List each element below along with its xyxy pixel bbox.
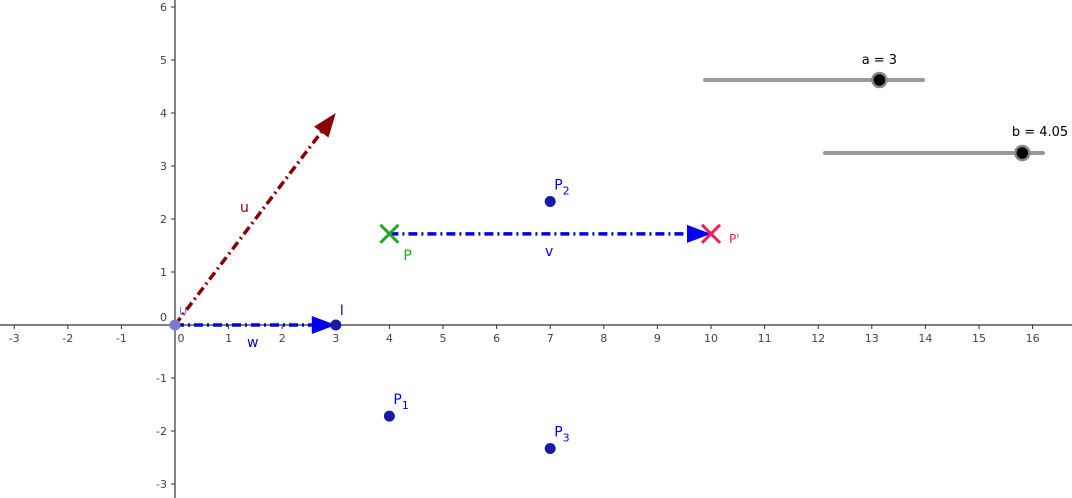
point-P1[interactable]: P1 [383, 392, 409, 422]
x-tick-label: 2 [279, 332, 286, 345]
vector-w-arrowhead[interactable] [311, 316, 336, 334]
point-P1-label: P1 [393, 392, 408, 412]
x-tick-label: 5 [440, 332, 447, 345]
x-tick-label: 8 [600, 332, 607, 345]
point-P2-dot[interactable] [544, 196, 556, 208]
x-tick-label: 15 [972, 332, 986, 345]
point-P3[interactable]: P3 [544, 424, 570, 454]
vector-u-line[interactable] [173, 131, 323, 327]
slider-b-knob[interactable] [1014, 144, 1031, 162]
slider-b-label: b = 4.05 [1012, 125, 1068, 140]
point-P2-label: P2 [554, 178, 569, 198]
x-tick-label: 13 [865, 332, 879, 345]
x-tick-label: 6 [493, 332, 500, 345]
y-tick-label: -1 [156, 372, 167, 385]
vector-v-arrowhead[interactable] [687, 224, 711, 243]
point-I[interactable]: I [330, 303, 344, 331]
y-tick-label: -3 [156, 478, 167, 491]
vector-u-label: u [240, 200, 249, 216]
x-tick-label: 9 [654, 332, 661, 345]
x-tick-label: 14 [918, 332, 932, 345]
x-tick-label: 4 [386, 332, 393, 345]
vector-u-arrowhead[interactable] [314, 113, 336, 138]
vector-w[interactable]: w [175, 316, 336, 351]
vector-w-label: w [247, 335, 258, 351]
y-tick-label: 2 [160, 213, 167, 226]
vector-v[interactable]: v [389, 224, 711, 260]
point-P-prime[interactable]: P' [700, 223, 740, 246]
point-I-dot[interactable] [330, 319, 342, 331]
point-P-cross[interactable] [379, 223, 400, 244]
x-tick-label: -2 [62, 332, 73, 345]
slider-a-label: a = 3 [862, 53, 897, 68]
x-tick-label: -3 [9, 332, 20, 345]
y-tick-label: 5 [160, 54, 167, 67]
y-axis-ticks: -3 -2 -1 1 2 3 4 5 6 0 [156, 1, 175, 491]
slider-a-knob[interactable] [871, 71, 888, 89]
point-I-label: I [340, 303, 344, 319]
slider-b[interactable]: b = 4.05 [823, 125, 1068, 162]
x-tick-label: 11 [758, 332, 772, 345]
x-axis-ticks: -3 -2 -1 0 1 2 3 4 5 6 7 8 9 10 11 12 13 14 15 16 [9, 325, 1040, 345]
point-P3-dot[interactable] [544, 442, 556, 454]
y-tick-label: 1 [160, 266, 167, 279]
point-P2[interactable]: P2 [544, 178, 570, 208]
point-P-prime-cross[interactable] [700, 223, 722, 244]
x-tick-label: 1 [225, 332, 232, 345]
vector-u[interactable]: u [173, 113, 336, 327]
y-tick-label: 3 [160, 160, 167, 173]
point-P3-label: P3 [554, 424, 569, 444]
point-P-prime-label: P' [729, 232, 740, 246]
x-tick-label: 0 [178, 332, 185, 345]
point-P[interactable]: P [379, 223, 412, 264]
slider-a[interactable]: a = 3 [703, 53, 925, 89]
origin-point-dot[interactable] [169, 319, 181, 331]
point-P-label: P [403, 248, 411, 264]
x-tick-label: 3 [332, 332, 339, 345]
x-tick-label: 7 [547, 332, 554, 345]
origin-point[interactable]: U [169, 305, 187, 331]
y-tick-label: 4 [160, 107, 167, 120]
x-tick-label: 16 [1026, 332, 1040, 345]
origin-point-label: U [179, 305, 187, 318]
x-tick-label: 10 [704, 332, 718, 345]
y-tick-label: 0 [160, 311, 167, 324]
y-tick-label: 6 [160, 1, 167, 14]
x-tick-label: -1 [116, 332, 127, 345]
x-tick-label: 12 [811, 332, 825, 345]
vector-v-label: v [545, 244, 553, 260]
y-tick-label: -2 [156, 425, 167, 438]
point-P1-dot[interactable] [383, 410, 395, 422]
